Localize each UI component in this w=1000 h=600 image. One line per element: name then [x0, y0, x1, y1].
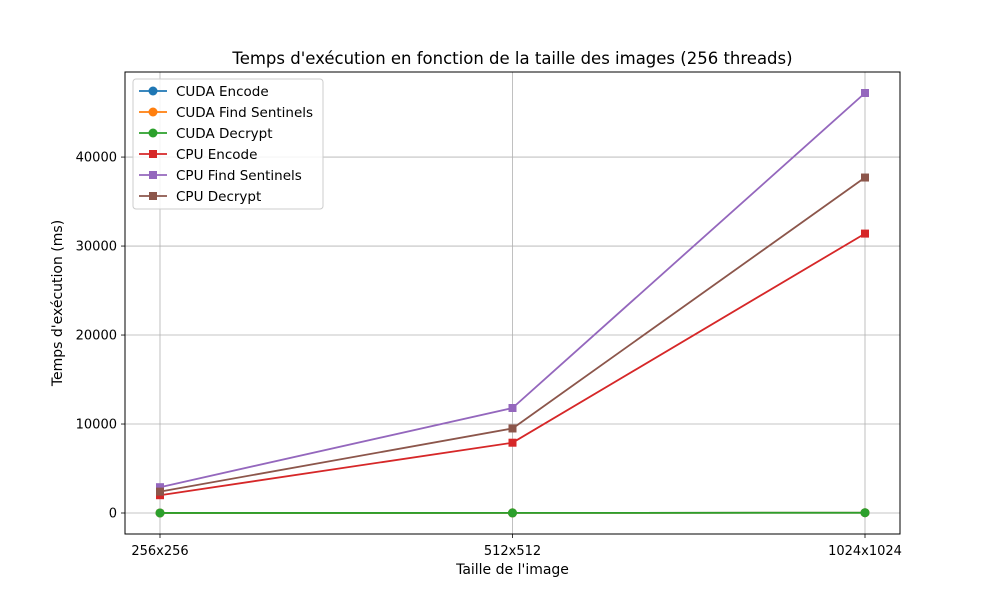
legend-label: CUDA Encode [176, 84, 269, 100]
series-5 [156, 173, 869, 496]
y-tick-label: 0 [109, 507, 117, 522]
legend-item: CUDA Encode [139, 84, 269, 100]
data-point [508, 424, 517, 433]
legend-label: CPU Encode [176, 147, 257, 163]
legend-swatch-marker [149, 150, 157, 158]
legend-item: CPU Encode [139, 147, 257, 163]
legend-swatch-marker [149, 192, 157, 200]
legend-item: CPU Decrypt [139, 189, 261, 205]
y-axis-label: Temps d'exécution (ms) [50, 220, 66, 387]
axis-ticks: 256x256 512x512 1024x1024 0 10000 20000 30000 4… [76, 151, 902, 559]
x-tick-label: 512x512 [484, 544, 541, 559]
y-tick-label: 40000 [76, 151, 117, 166]
series-2 [155, 508, 870, 518]
legend-item: CPU Find Sentinels [139, 168, 302, 184]
legend-item: CUDA Decrypt [139, 126, 273, 142]
legend-swatch-marker [148, 107, 158, 117]
legend-swatch-marker [148, 128, 158, 138]
data-point [860, 508, 870, 518]
legend-item: CUDA Find Sentinels [139, 105, 313, 121]
series-group [155, 89, 870, 518]
legend-label: CPU Decrypt [176, 189, 261, 205]
data-point [156, 487, 164, 496]
legend: CUDA Encode CUDA Find Sentinels CUDA Decry… [132, 78, 324, 210]
x-tick-label: 256x256 [131, 544, 188, 559]
y-tick-label: 20000 [76, 329, 117, 344]
legend-swatch-marker [148, 86, 158, 96]
data-point [155, 508, 165, 518]
chart-title: Temps d'exécution en fonction de la tail… [231, 49, 792, 68]
legend-label: CUDA Find Sentinels [176, 105, 313, 121]
data-point [508, 404, 517, 412]
data-point [156, 483, 164, 492]
x-axis-label: Taille de l'image [455, 562, 569, 578]
y-tick-label: 10000 [76, 418, 117, 433]
series-4 [156, 89, 869, 492]
y-tick-label: 30000 [76, 240, 117, 255]
data-point [508, 508, 517, 518]
data-point [508, 438, 517, 447]
legend-swatch-marker [149, 171, 157, 179]
data-point [861, 89, 869, 97]
legend-label: CPU Find Sentinels [176, 168, 302, 184]
data-point [861, 229, 869, 238]
data-point [861, 173, 869, 182]
x-tick-label: 1024x1024 [828, 544, 902, 559]
legend-box [132, 78, 324, 210]
legend-label: CUDA Decrypt [176, 126, 273, 142]
